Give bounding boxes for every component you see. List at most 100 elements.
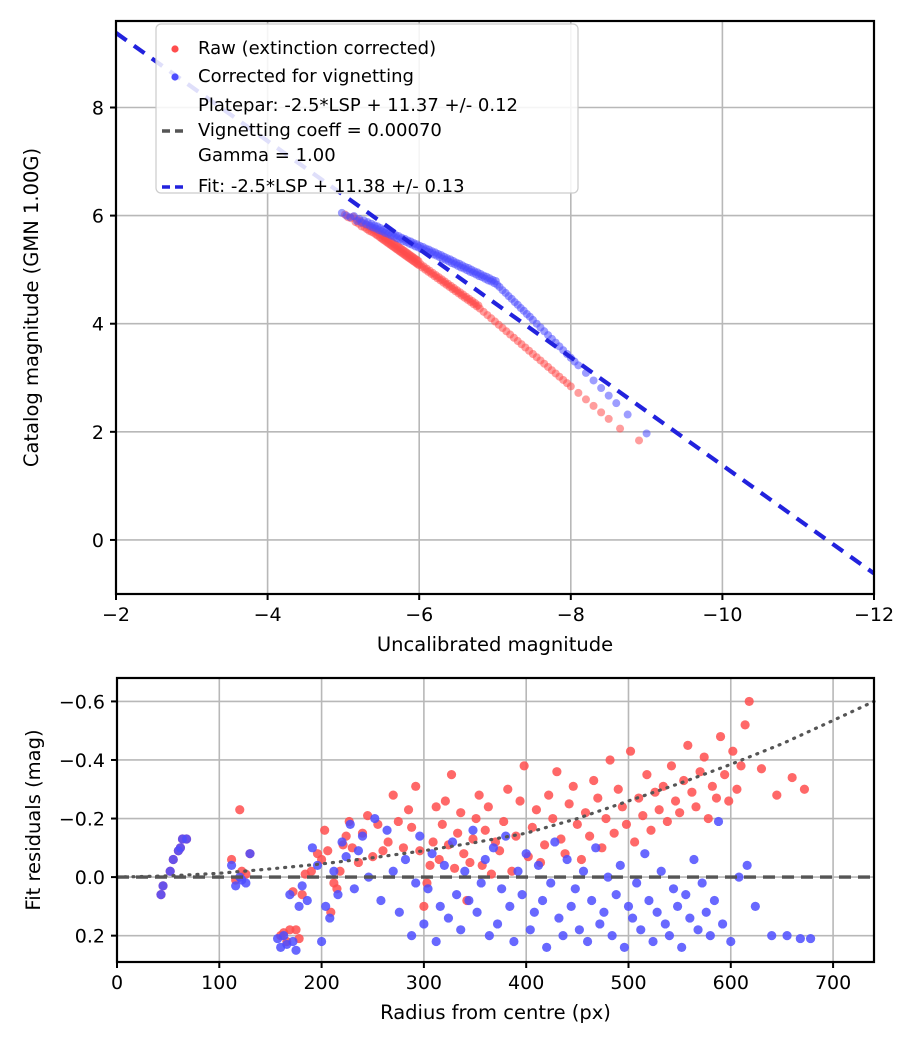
data-point	[509, 936, 519, 947]
data-point	[285, 890, 295, 900]
data-point	[241, 878, 251, 888]
legend-entry-vignetting-coeff: Vignetting coeff = 0.00070	[198, 120, 442, 141]
data-point	[459, 849, 469, 859]
data-point	[613, 784, 623, 794]
data-point	[597, 408, 606, 417]
y-axis-label: Fit residuals (mag)	[22, 729, 45, 910]
data-point	[640, 849, 650, 859]
data-point	[638, 811, 648, 821]
y-tick-label: 0.0	[75, 867, 105, 889]
data-point	[460, 866, 470, 876]
data-point	[329, 866, 339, 876]
data-point	[165, 866, 175, 876]
data-point	[297, 881, 307, 891]
data-point	[480, 825, 490, 835]
data-point	[464, 895, 474, 906]
data-point	[681, 890, 691, 900]
legend-marker-dot	[171, 45, 179, 53]
data-point	[181, 834, 192, 844]
data-point	[642, 429, 651, 438]
y-axis-label: Catalog magnitude (GMN 1.00G)	[20, 148, 43, 467]
data-point	[582, 936, 593, 947]
x-tick-label: 200	[303, 972, 339, 994]
data-point	[652, 907, 662, 917]
data-point	[376, 895, 386, 906]
x-axis-label: Uncalibrated magnitude	[377, 633, 613, 656]
y-tick-label: 8	[92, 97, 104, 119]
series-raw-photometry-calibration	[340, 210, 644, 445]
data-point	[168, 854, 178, 865]
data-point	[566, 901, 576, 911]
data-point	[604, 391, 613, 400]
data-point	[736, 761, 746, 771]
data-point	[428, 837, 438, 847]
data-point	[231, 881, 241, 891]
data-point	[453, 828, 463, 838]
data-point	[607, 931, 617, 941]
data-point	[703, 813, 713, 824]
data-point	[591, 843, 601, 853]
data-point	[446, 770, 457, 780]
data-point	[419, 901, 429, 911]
data-point	[576, 854, 587, 865]
data-point	[411, 878, 421, 888]
data-point	[621, 819, 632, 829]
data-point	[156, 890, 166, 900]
data-point	[383, 837, 393, 847]
data-point	[484, 931, 494, 941]
data-point	[415, 831, 425, 841]
data-point	[734, 872, 744, 882]
x-tick-label: −8	[557, 604, 585, 626]
data-point	[483, 802, 493, 812]
data-point	[742, 860, 752, 870]
data-point	[499, 816, 509, 827]
data-point	[550, 837, 560, 847]
data-point	[756, 764, 767, 774]
data-point	[288, 936, 298, 947]
data-point	[431, 802, 441, 812]
data-point	[718, 919, 728, 929]
data-point	[349, 884, 359, 894]
data-point	[158, 881, 168, 891]
data-point	[302, 895, 312, 906]
data-point	[615, 860, 625, 870]
data-point	[805, 933, 816, 944]
data-point	[175, 843, 186, 853]
data-point	[597, 384, 606, 393]
data-point	[564, 799, 574, 809]
legend-entry-corrected: Corrected for vignetting	[198, 66, 414, 87]
x-tick-label: 300	[406, 972, 442, 994]
x-tick-label: 100	[201, 972, 237, 994]
data-point	[603, 872, 613, 882]
data-point	[787, 772, 797, 783]
data-point	[715, 731, 726, 742]
data-point	[589, 401, 598, 410]
data-point	[612, 399, 621, 408]
data-point	[394, 907, 404, 917]
data-point	[521, 849, 531, 859]
data-point	[554, 913, 564, 923]
y-tick-label: 6	[92, 206, 104, 228]
axes-panel-photometry-calibration: −2 −4 −6 −8 −10 −12 0 2 4 6 8 Uncalibrated magnitud…	[20, 19, 894, 656]
data-point	[619, 942, 629, 952]
legend-entry-fit: Fit: -2.5*LSP + 11.38 +/- 0.13	[198, 176, 465, 197]
data-point	[235, 805, 245, 815]
data-point	[642, 770, 652, 780]
axes-frame	[115, 676, 876, 964]
data-point	[452, 890, 462, 900]
x-tick-label: −2	[102, 604, 130, 626]
data-point	[795, 933, 805, 944]
data-point	[574, 925, 584, 935]
y-tick-label: −0.4	[59, 750, 105, 772]
data-point	[562, 854, 572, 865]
data-point	[685, 913, 695, 923]
data-point	[724, 796, 734, 806]
data-point	[294, 901, 304, 911]
x-tick-label: −6	[405, 604, 433, 626]
data-point	[537, 895, 548, 906]
data-point	[697, 878, 707, 888]
data-point	[531, 805, 542, 815]
data-point	[503, 784, 513, 794]
y-tick-label: −0.6	[59, 691, 105, 713]
x-tick-label: 400	[508, 972, 544, 994]
